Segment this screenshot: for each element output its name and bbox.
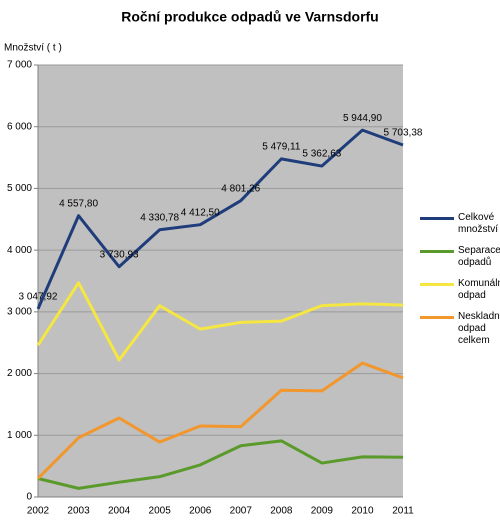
x-tick-label: 2007	[230, 506, 253, 517]
x-tick-label: 2004	[108, 506, 131, 517]
legend-label: Separace odpadů	[458, 245, 500, 268]
data-label: 4 412,50	[181, 207, 220, 218]
y-tick-label: 0	[26, 492, 32, 503]
series-line	[37, 439, 404, 490]
data-label: 5 944,90	[343, 113, 382, 124]
legend-swatch	[420, 316, 454, 319]
y-tick-label: 1 000	[7, 430, 32, 441]
x-tick-label: 2003	[67, 506, 90, 517]
data-label: 3 730,93	[100, 249, 139, 260]
y-axis-label: Množství ( t )	[4, 43, 62, 54]
chart-title: Roční produkce odpadů ve Varnsdorfu	[121, 9, 378, 25]
legend-label: Neskladný odpad celkem	[458, 311, 500, 346]
legend: Celkové množství Separace odpadů Komunální…	[418, 212, 500, 356]
legend-swatch	[420, 217, 454, 220]
y-tick-label: 6 000	[7, 121, 32, 132]
legend-item: Komunální odpad	[418, 278, 500, 302]
legend-label: Komunální odpad	[458, 278, 500, 301]
x-tick-label: 2002	[27, 506, 50, 517]
series-line	[36, 281, 404, 362]
data-label: 5 362,63	[302, 149, 341, 160]
legend-swatch	[420, 250, 454, 253]
data-label: 5 703,38	[384, 128, 423, 139]
legend-item: Celkové množství	[418, 212, 500, 236]
y-tick-label: 5 000	[7, 183, 32, 194]
y-tick-label: 4 000	[7, 245, 32, 256]
legend-label: Celkové množství	[458, 212, 499, 235]
y-tick-label: 2 000	[7, 368, 32, 379]
x-tick-label: 2008	[270, 506, 293, 517]
x-tick-label: 2009	[311, 506, 334, 517]
y-tick-label: 7 000	[7, 60, 32, 71]
data-label: 5 479,11	[262, 142, 301, 153]
series-line	[36, 128, 404, 310]
legend-swatch	[420, 283, 454, 286]
data-label: 4 801,26	[221, 183, 260, 194]
series-line	[36, 361, 404, 480]
data-label: 3 047,92	[19, 292, 58, 303]
x-tick-label: 2006	[189, 506, 212, 517]
data-label: 4 557,80	[59, 198, 98, 209]
x-tick-label: 2011	[392, 506, 414, 517]
x-tick-label: 2010	[351, 506, 374, 517]
legend-item: Neskladný odpad celkem	[418, 311, 500, 347]
data-label: 4 330,78	[140, 212, 179, 223]
y-tick-label: 3 000	[7, 306, 32, 317]
x-tick-label: 2005	[149, 506, 172, 517]
legend-item: Separace odpadů	[418, 245, 500, 269]
